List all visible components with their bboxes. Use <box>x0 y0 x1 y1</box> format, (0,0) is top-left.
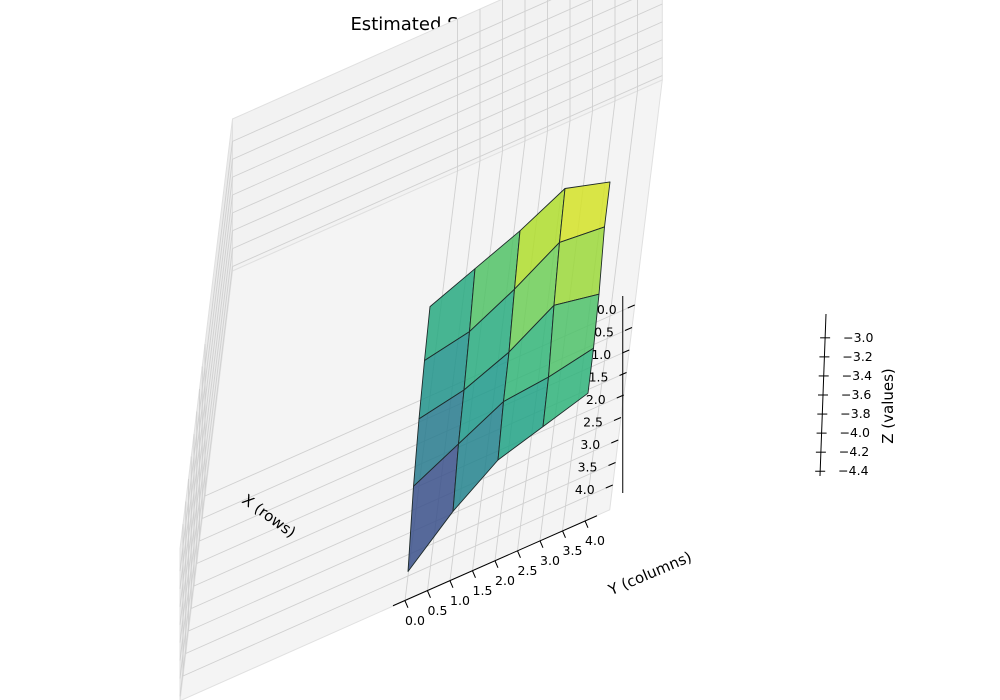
grid-line <box>179 266 233 697</box>
x-tick-label: 4.0 <box>575 482 595 497</box>
x-tick-label: 1.5 <box>589 370 609 385</box>
z-axis-label: Z (values) <box>879 368 897 444</box>
x-tick-label: 0.0 <box>597 302 617 317</box>
grid-line <box>232 0 592 160</box>
y-tick-mark <box>494 560 499 568</box>
z-tick-label: −4.0 <box>840 425 870 440</box>
grid-line <box>232 57 663 250</box>
grid-line <box>179 141 233 572</box>
grid-line <box>188 439 619 632</box>
x-tick-label: 2.5 <box>583 415 603 430</box>
y-tick-label: 0.5 <box>428 603 448 618</box>
grid-line <box>179 230 233 661</box>
z-tick-label: −4.2 <box>839 444 869 459</box>
grid-line <box>191 417 622 609</box>
grid-line <box>179 159 233 590</box>
y-tick-label: 1.5 <box>473 583 493 598</box>
grid-line <box>185 462 616 654</box>
z-tick-label: −3.2 <box>842 349 872 364</box>
grid-line <box>584 90 638 521</box>
grid-line <box>232 0 552 142</box>
z-tick-label: −3.0 <box>843 330 873 345</box>
z-tick-label: −4.4 <box>838 463 868 478</box>
y-tick-mark <box>472 570 476 578</box>
y-tick-label: 3.5 <box>563 543 583 558</box>
grid-line <box>193 394 624 587</box>
x-tick-label: 2.0 <box>586 392 606 407</box>
grid-line <box>232 75 663 267</box>
y-tick-label: 4.0 <box>585 533 605 548</box>
y-tick-mark <box>584 520 589 528</box>
grid-line <box>232 0 633 178</box>
axis-ticks: 0.00.51.01.52.02.53.03.54.00.00.51.01.52… <box>392 296 874 628</box>
grid-line <box>179 212 233 643</box>
x-tick-mark <box>627 304 635 309</box>
grid-line <box>232 3 663 196</box>
x-tick-mark <box>619 372 627 376</box>
grid-line <box>179 248 233 679</box>
grid-line <box>232 21 663 214</box>
surface-patch <box>542 347 594 428</box>
y-tick-label: 3.0 <box>540 553 560 568</box>
grid-line <box>179 194 233 625</box>
x-tick-label: 3.0 <box>580 437 600 452</box>
x-tick-label: 3.5 <box>578 460 598 475</box>
z-tick-label: −3.4 <box>842 368 872 383</box>
y-tick-mark <box>427 590 431 598</box>
z-tick-label: −3.6 <box>841 387 871 402</box>
x-tick-mark <box>608 462 616 466</box>
y-tick-mark <box>404 600 409 608</box>
y-tick-label: 2.5 <box>518 563 538 578</box>
z-tick-label: −3.8 <box>840 406 870 421</box>
x-tick-label: 0.5 <box>594 325 614 340</box>
grid-line <box>182 484 613 677</box>
grid-line <box>179 177 233 607</box>
y-tick-label: 1.0 <box>450 593 470 608</box>
x-tick-mark <box>622 349 630 354</box>
x-tick-mark <box>616 394 624 399</box>
x-tick-label: 1.0 <box>591 347 611 362</box>
x-tick-mark <box>613 417 622 421</box>
y-tick-label: 0.0 <box>405 613 425 628</box>
y-axis-label: Y (columns) <box>605 548 695 600</box>
y-tick-mark <box>539 540 544 548</box>
y-tick-label: 2.0 <box>495 573 515 588</box>
y-tick-mark <box>562 530 566 538</box>
surface-patches <box>407 181 611 572</box>
x-tick-mark <box>605 484 613 489</box>
x-tick-mark <box>611 439 619 444</box>
x-tick-mark <box>624 327 633 331</box>
grid-line <box>232 39 663 232</box>
y-tick-mark <box>517 550 521 558</box>
y-tick-mark <box>449 580 454 588</box>
